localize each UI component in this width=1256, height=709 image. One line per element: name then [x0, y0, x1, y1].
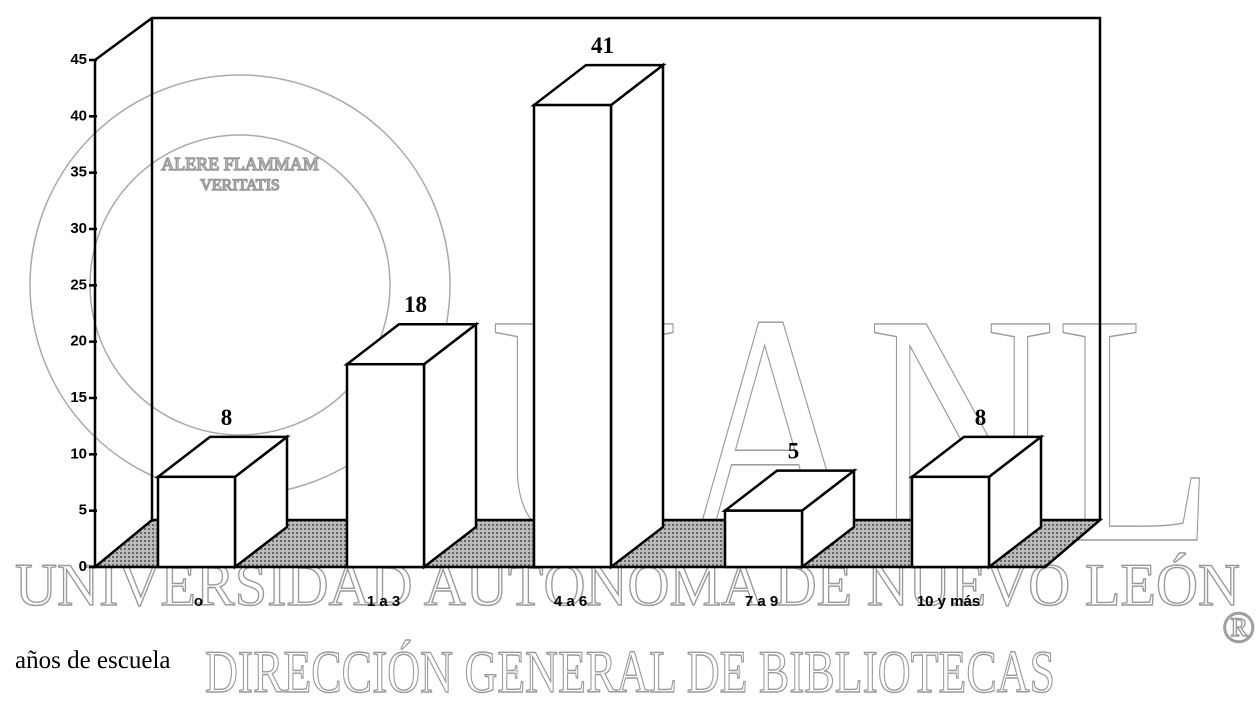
value-label: 8 — [975, 405, 987, 430]
y-tick-label: 35 — [70, 164, 87, 181]
x-tick-label: 7 a 9 — [745, 593, 778, 610]
value-label: 5 — [788, 439, 800, 464]
value-label: 18 — [404, 292, 427, 317]
y-tick-label: 20 — [70, 333, 87, 350]
x-tick-label: 10 y más — [917, 593, 980, 610]
bar — [154, 434, 291, 570]
bar-front — [532, 103, 613, 569]
x-axis-label: años de escuela — [15, 647, 170, 674]
bar — [908, 434, 1045, 570]
y-tick-label: 0 — [79, 558, 87, 575]
motto: ALERE FLAMMAM — [161, 154, 319, 174]
motto: VERITATIS — [200, 177, 280, 194]
bar-front — [345, 362, 426, 569]
x-tick-label: 1 a 3 — [367, 593, 400, 610]
y-tick-label: 45 — [70, 51, 87, 68]
registered-mark: ® — [1222, 603, 1255, 652]
bar — [343, 321, 480, 570]
y-tick-label: 30 — [70, 220, 87, 237]
y-tick-label: 10 — [70, 445, 87, 462]
value-label: 8 — [221, 405, 233, 430]
bar-front — [910, 475, 991, 569]
x-tick-label: 4 a 6 — [554, 593, 587, 610]
bar — [530, 62, 667, 570]
bar — [721, 468, 858, 570]
x-tick-label: o — [194, 593, 203, 610]
y-tick-label: 25 — [70, 276, 87, 293]
y-tick-label: 5 — [79, 502, 87, 519]
bar-front — [156, 475, 237, 569]
bar-front — [723, 509, 804, 569]
bar-side — [422, 321, 478, 570]
value-label: 41 — [591, 33, 614, 58]
department-text: DIRECCIÓN GENERAL DE BIBLIOTECAS — [205, 639, 1055, 705]
y-tick-label: 15 — [70, 389, 87, 406]
bar-side — [609, 62, 665, 570]
y-tick-label: 40 — [70, 107, 87, 124]
